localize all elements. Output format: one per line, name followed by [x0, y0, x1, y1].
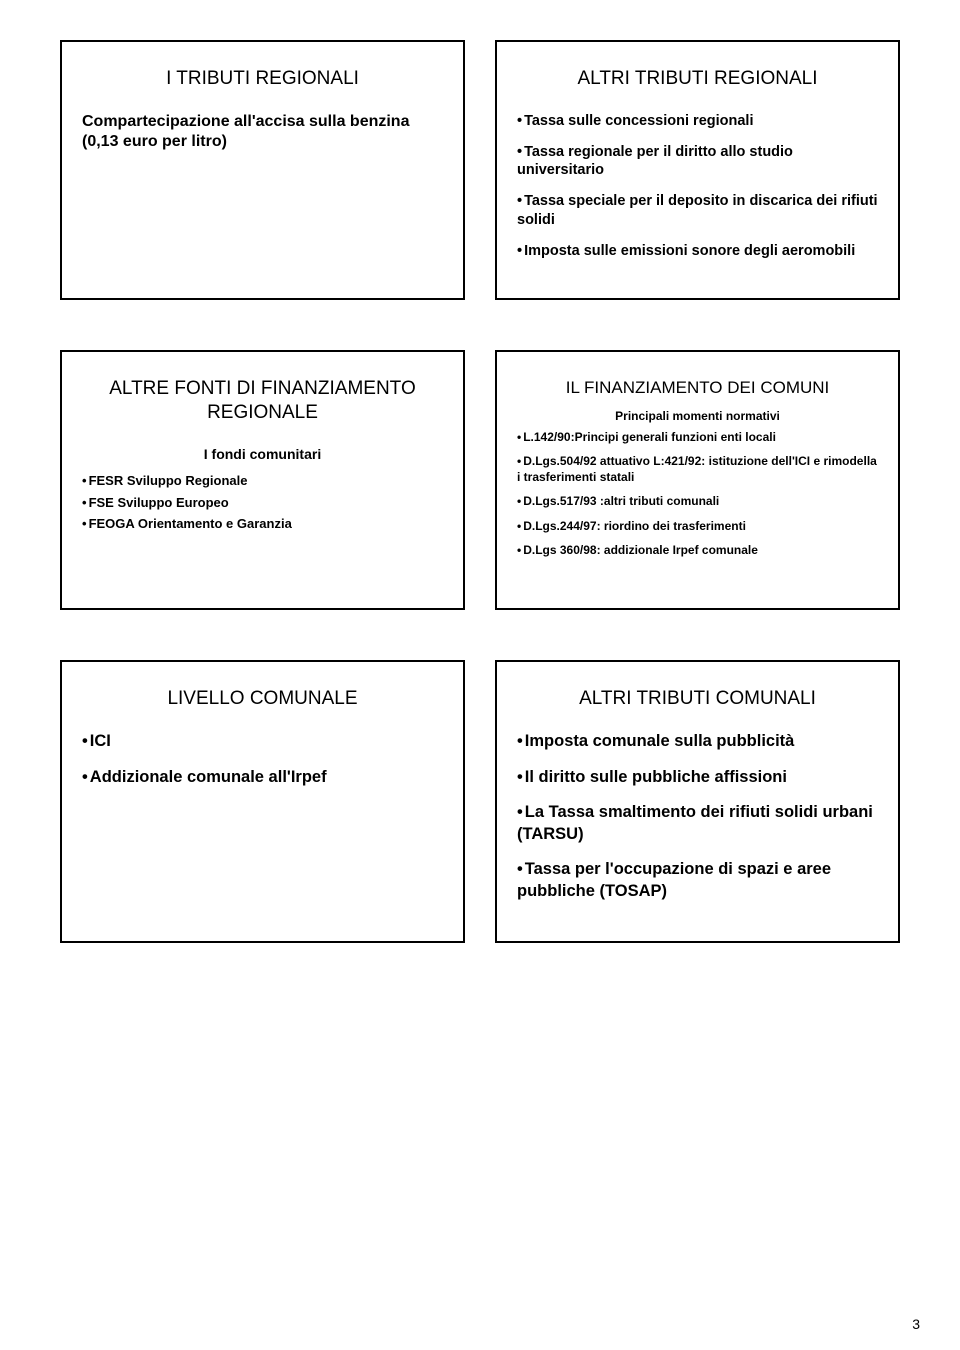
- box4-list: L.142/90:Principi generali funzioni enti…: [517, 429, 878, 558]
- box-altri-tributi-regionali: ALTRI TRIBUTI REGIONALI Tassa sulle conc…: [495, 40, 900, 300]
- row-3: LIVELLO COMUNALE ICI Addizionale comunal…: [60, 660, 900, 943]
- list-item: Il diritto sulle pubbliche affissioni: [517, 767, 878, 788]
- box4-subtitle: Principali momenti normativi: [517, 409, 878, 423]
- list-item: FSE Sviluppo Europeo: [82, 494, 443, 512]
- box3-title: ALTRE FONTI DI FINANZIAMENTO REGIONALE: [82, 377, 443, 426]
- row-2: ALTRE FONTI DI FINANZIAMENTO REGIONALE I…: [60, 350, 900, 610]
- list-item: Tassa sulle concessioni regionali: [517, 112, 878, 131]
- list-item: Addizionale comunale all'Irpef: [82, 767, 443, 788]
- list-item: D.Lgs.504/92 attuativo L:421/92: istituz…: [517, 453, 878, 485]
- list-item: FEOGA Orientamento e Garanzia: [82, 515, 443, 533]
- box-altre-fonti: ALTRE FONTI DI FINANZIAMENTO REGIONALE I…: [60, 350, 465, 610]
- page-number: 3: [912, 1316, 920, 1332]
- list-item: Imposta sulle emissioni sonore degli aer…: [517, 242, 878, 261]
- box6-title: ALTRI TRIBUTI COMUNALI: [517, 687, 878, 712]
- list-item: FESR Sviluppo Regionale: [82, 472, 443, 490]
- box3-subtitle: I fondi comunitari: [82, 446, 443, 462]
- row-1: I TRIBUTI REGIONALI Compartecipazione al…: [60, 0, 900, 300]
- list-item: D.Lgs.517/93 :altri tributi comunali: [517, 493, 878, 509]
- list-item: Tassa regionale per il diritto allo stud…: [517, 143, 878, 181]
- box3-list: FESR Sviluppo Regionale FSE Sviluppo Eur…: [82, 472, 443, 533]
- box4-title: IL FINANZIAMENTO DEI COMUNI: [517, 377, 878, 399]
- list-item: D.Lgs.244/97: riordino dei trasferimenti: [517, 518, 878, 534]
- list-item: L.142/90:Principi generali funzioni enti…: [517, 429, 878, 445]
- list-item: Tassa per l'occupazione di spazi e aree …: [517, 859, 878, 902]
- box1-title: I TRIBUTI REGIONALI: [82, 67, 443, 92]
- list-item: Imposta comunale sulla pubblicità: [517, 731, 878, 752]
- box-altri-tributi-comunali: ALTRI TRIBUTI COMUNALI Imposta comunale …: [495, 660, 900, 943]
- box-tributi-regionali: I TRIBUTI REGIONALI Compartecipazione al…: [60, 40, 465, 300]
- box6-list: Imposta comunale sulla pubblicità Il dir…: [517, 731, 878, 902]
- list-item: ICI: [82, 731, 443, 752]
- box1-subtitle: Compartecipazione all'accisa sulla benzi…: [82, 112, 443, 152]
- box5-list: ICI Addizionale comunale all'Irpef: [82, 731, 443, 788]
- list-item: Tassa speciale per il deposito in discar…: [517, 192, 878, 230]
- box-finanziamento-comuni: IL FINANZIAMENTO DEI COMUNI Principali m…: [495, 350, 900, 610]
- box2-list: Tassa sulle concessioni regionali Tassa …: [517, 112, 878, 261]
- box2-title: ALTRI TRIBUTI REGIONALI: [517, 67, 878, 92]
- box5-title: LIVELLO COMUNALE: [82, 687, 443, 712]
- box-livello-comunale: LIVELLO COMUNALE ICI Addizionale comunal…: [60, 660, 465, 943]
- list-item: D.Lgs 360/98: addizionale Irpef comunale: [517, 542, 878, 558]
- list-item: La Tassa smaltimento dei rifiuti solidi …: [517, 802, 878, 845]
